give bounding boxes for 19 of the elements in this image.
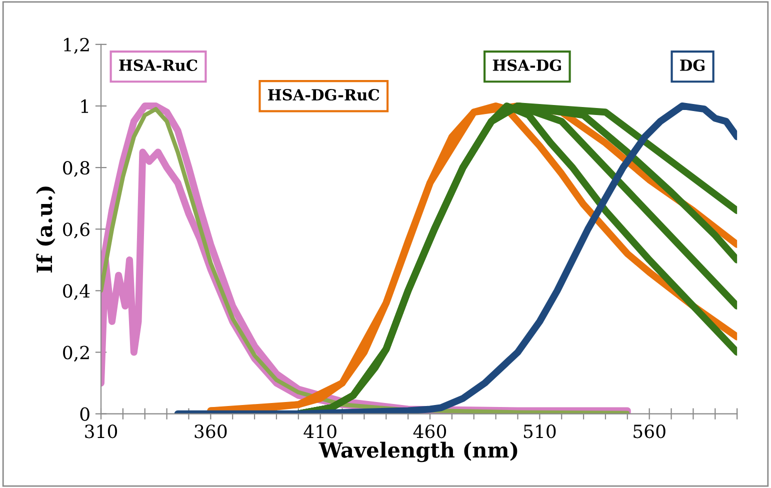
x-tick-label: 560 bbox=[634, 424, 666, 438]
y-tick-label: 0,4 bbox=[63, 284, 90, 300]
x-axis-title: Wavelength (nm) bbox=[318, 442, 518, 462]
x-tick-label: 510 bbox=[524, 424, 556, 438]
y-tick-label: 0,6 bbox=[63, 222, 90, 238]
y-tick-label: 0,2 bbox=[63, 346, 89, 362]
y-tick-label: 0 bbox=[80, 407, 90, 421]
text: DG bbox=[680, 59, 704, 72]
x-tick-label: 410 bbox=[304, 424, 336, 438]
y-tick-label: 1,2 bbox=[64, 38, 89, 54]
y-tick-label: 1 bbox=[81, 99, 88, 113]
y-axis-title: If (a.u.) bbox=[36, 186, 56, 273]
text: HSA-RuC bbox=[119, 59, 198, 72]
text: HSA-DG-RuC bbox=[268, 89, 380, 101]
x-tick-label: 360 bbox=[194, 424, 227, 438]
text: HSA-DG bbox=[492, 59, 561, 72]
x-tick-label: 310 bbox=[85, 424, 118, 438]
x-tick-label: 460 bbox=[413, 424, 446, 438]
y-tick-label: 0,8 bbox=[63, 161, 90, 177]
